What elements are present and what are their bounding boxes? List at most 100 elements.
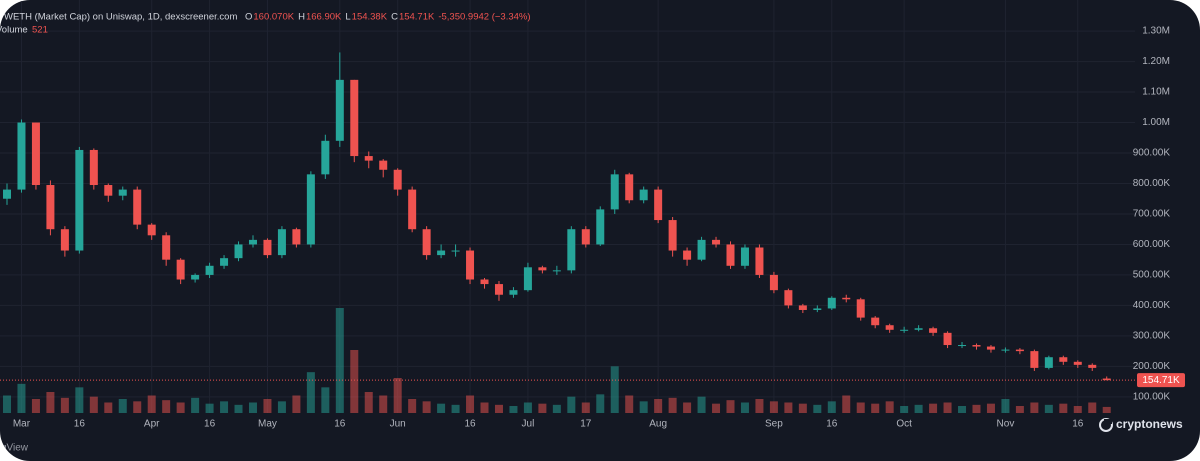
volume-bar xyxy=(1059,403,1068,413)
volume-bar xyxy=(451,404,460,413)
candle-body xyxy=(567,229,576,271)
candle-body xyxy=(191,274,200,280)
candle-body xyxy=(726,244,735,266)
volume-bar xyxy=(277,401,286,413)
volume-bar xyxy=(364,392,373,413)
candle-body xyxy=(379,160,388,170)
candle-body xyxy=(986,346,995,350)
y-tick-label: 500.00K xyxy=(1133,270,1171,281)
volume-bar xyxy=(958,406,967,413)
candle-body xyxy=(263,239,272,256)
volume-bar xyxy=(263,399,272,413)
volume-bar xyxy=(596,394,605,413)
volume-bar xyxy=(813,404,822,413)
x-tick-label: 16 xyxy=(464,419,476,430)
candle-body xyxy=(248,239,257,245)
volume-bar xyxy=(176,402,185,413)
volume-bar xyxy=(740,402,749,413)
candle-body xyxy=(147,224,156,236)
volume-bar xyxy=(581,402,590,413)
watermark-text: cryptonews xyxy=(1116,417,1183,431)
y-tick-label: 400.00K xyxy=(1133,300,1171,311)
volume-bar xyxy=(639,401,648,413)
x-tick-label: 17 xyxy=(580,419,592,430)
candle-body xyxy=(17,122,26,190)
candle-body xyxy=(176,259,185,280)
candle-body xyxy=(46,185,55,230)
candle-body xyxy=(75,149,84,251)
candle-body xyxy=(509,290,518,295)
candle-body xyxy=(306,174,315,245)
candle-body xyxy=(1102,378,1111,381)
volume-bar xyxy=(147,395,156,413)
candle-body xyxy=(3,189,11,199)
candle-body xyxy=(856,299,865,318)
candle-body xyxy=(480,279,489,285)
y-tick-label: 1.10M xyxy=(1142,87,1170,98)
volume-bar xyxy=(1088,402,1097,413)
volume-bar xyxy=(1073,406,1082,413)
candle-body xyxy=(581,229,590,245)
volume-bar xyxy=(668,397,677,413)
candle-body xyxy=(871,317,880,326)
candle-body xyxy=(494,284,503,295)
candle-body xyxy=(827,297,836,309)
branding: TradingView xyxy=(0,443,29,454)
candle-body xyxy=(813,308,822,310)
volume-bar xyxy=(552,404,561,413)
volume-bar xyxy=(494,404,503,413)
watermark: cryptonews xyxy=(1099,417,1183,432)
volume-bar xyxy=(683,402,692,413)
volume-bar xyxy=(17,383,26,413)
candle-body xyxy=(654,189,663,221)
volume-bar xyxy=(335,308,344,413)
candle-body xyxy=(610,174,619,210)
candle-body xyxy=(234,244,243,259)
candle-body xyxy=(133,189,142,225)
candle-body xyxy=(972,345,981,347)
candle-body xyxy=(118,189,127,196)
candle-body xyxy=(466,250,475,280)
volume-bar xyxy=(220,401,229,413)
candle-body xyxy=(842,297,851,300)
candle-body xyxy=(697,239,706,260)
candle-body xyxy=(552,270,561,272)
candle-body xyxy=(277,229,286,256)
volume-bar xyxy=(248,402,257,413)
candle-body xyxy=(1073,361,1082,365)
volume-bar xyxy=(1102,406,1111,413)
x-tick-label: Mar xyxy=(13,419,31,430)
volume-bar xyxy=(654,399,663,413)
volume-bar xyxy=(885,401,894,413)
candle-body xyxy=(625,174,634,201)
volume-bar xyxy=(191,397,200,413)
x-tick-label: 16 xyxy=(74,419,86,430)
volume-bar xyxy=(871,403,880,413)
volume-bar xyxy=(306,372,315,413)
volume-bar xyxy=(712,403,721,413)
volume-bar xyxy=(89,396,98,413)
volume-bar xyxy=(726,400,735,413)
candle-body xyxy=(1059,357,1068,362)
candle-body xyxy=(89,149,98,186)
volume-bar xyxy=(3,395,11,413)
volume-bar xyxy=(798,403,807,413)
y-tick-label: 700.00K xyxy=(1133,209,1171,220)
candle-body xyxy=(596,209,605,245)
x-tick-label: 16 xyxy=(826,419,838,430)
candle-body xyxy=(335,79,344,141)
y-tick-label: 600.00K xyxy=(1133,239,1171,250)
x-tick-label: Jul xyxy=(522,419,535,430)
candle-body xyxy=(958,345,967,347)
candle-body xyxy=(205,265,214,275)
volume-bar xyxy=(784,402,793,413)
x-tick-label: 16 xyxy=(204,419,216,430)
candle-body xyxy=(885,325,894,330)
candle-body xyxy=(914,328,923,330)
volume-bar xyxy=(567,396,576,413)
volume-bar xyxy=(610,366,619,413)
volume-bar xyxy=(697,396,706,413)
volume-bar xyxy=(205,403,214,413)
candle-body xyxy=(162,235,171,260)
candle-body xyxy=(220,258,229,266)
